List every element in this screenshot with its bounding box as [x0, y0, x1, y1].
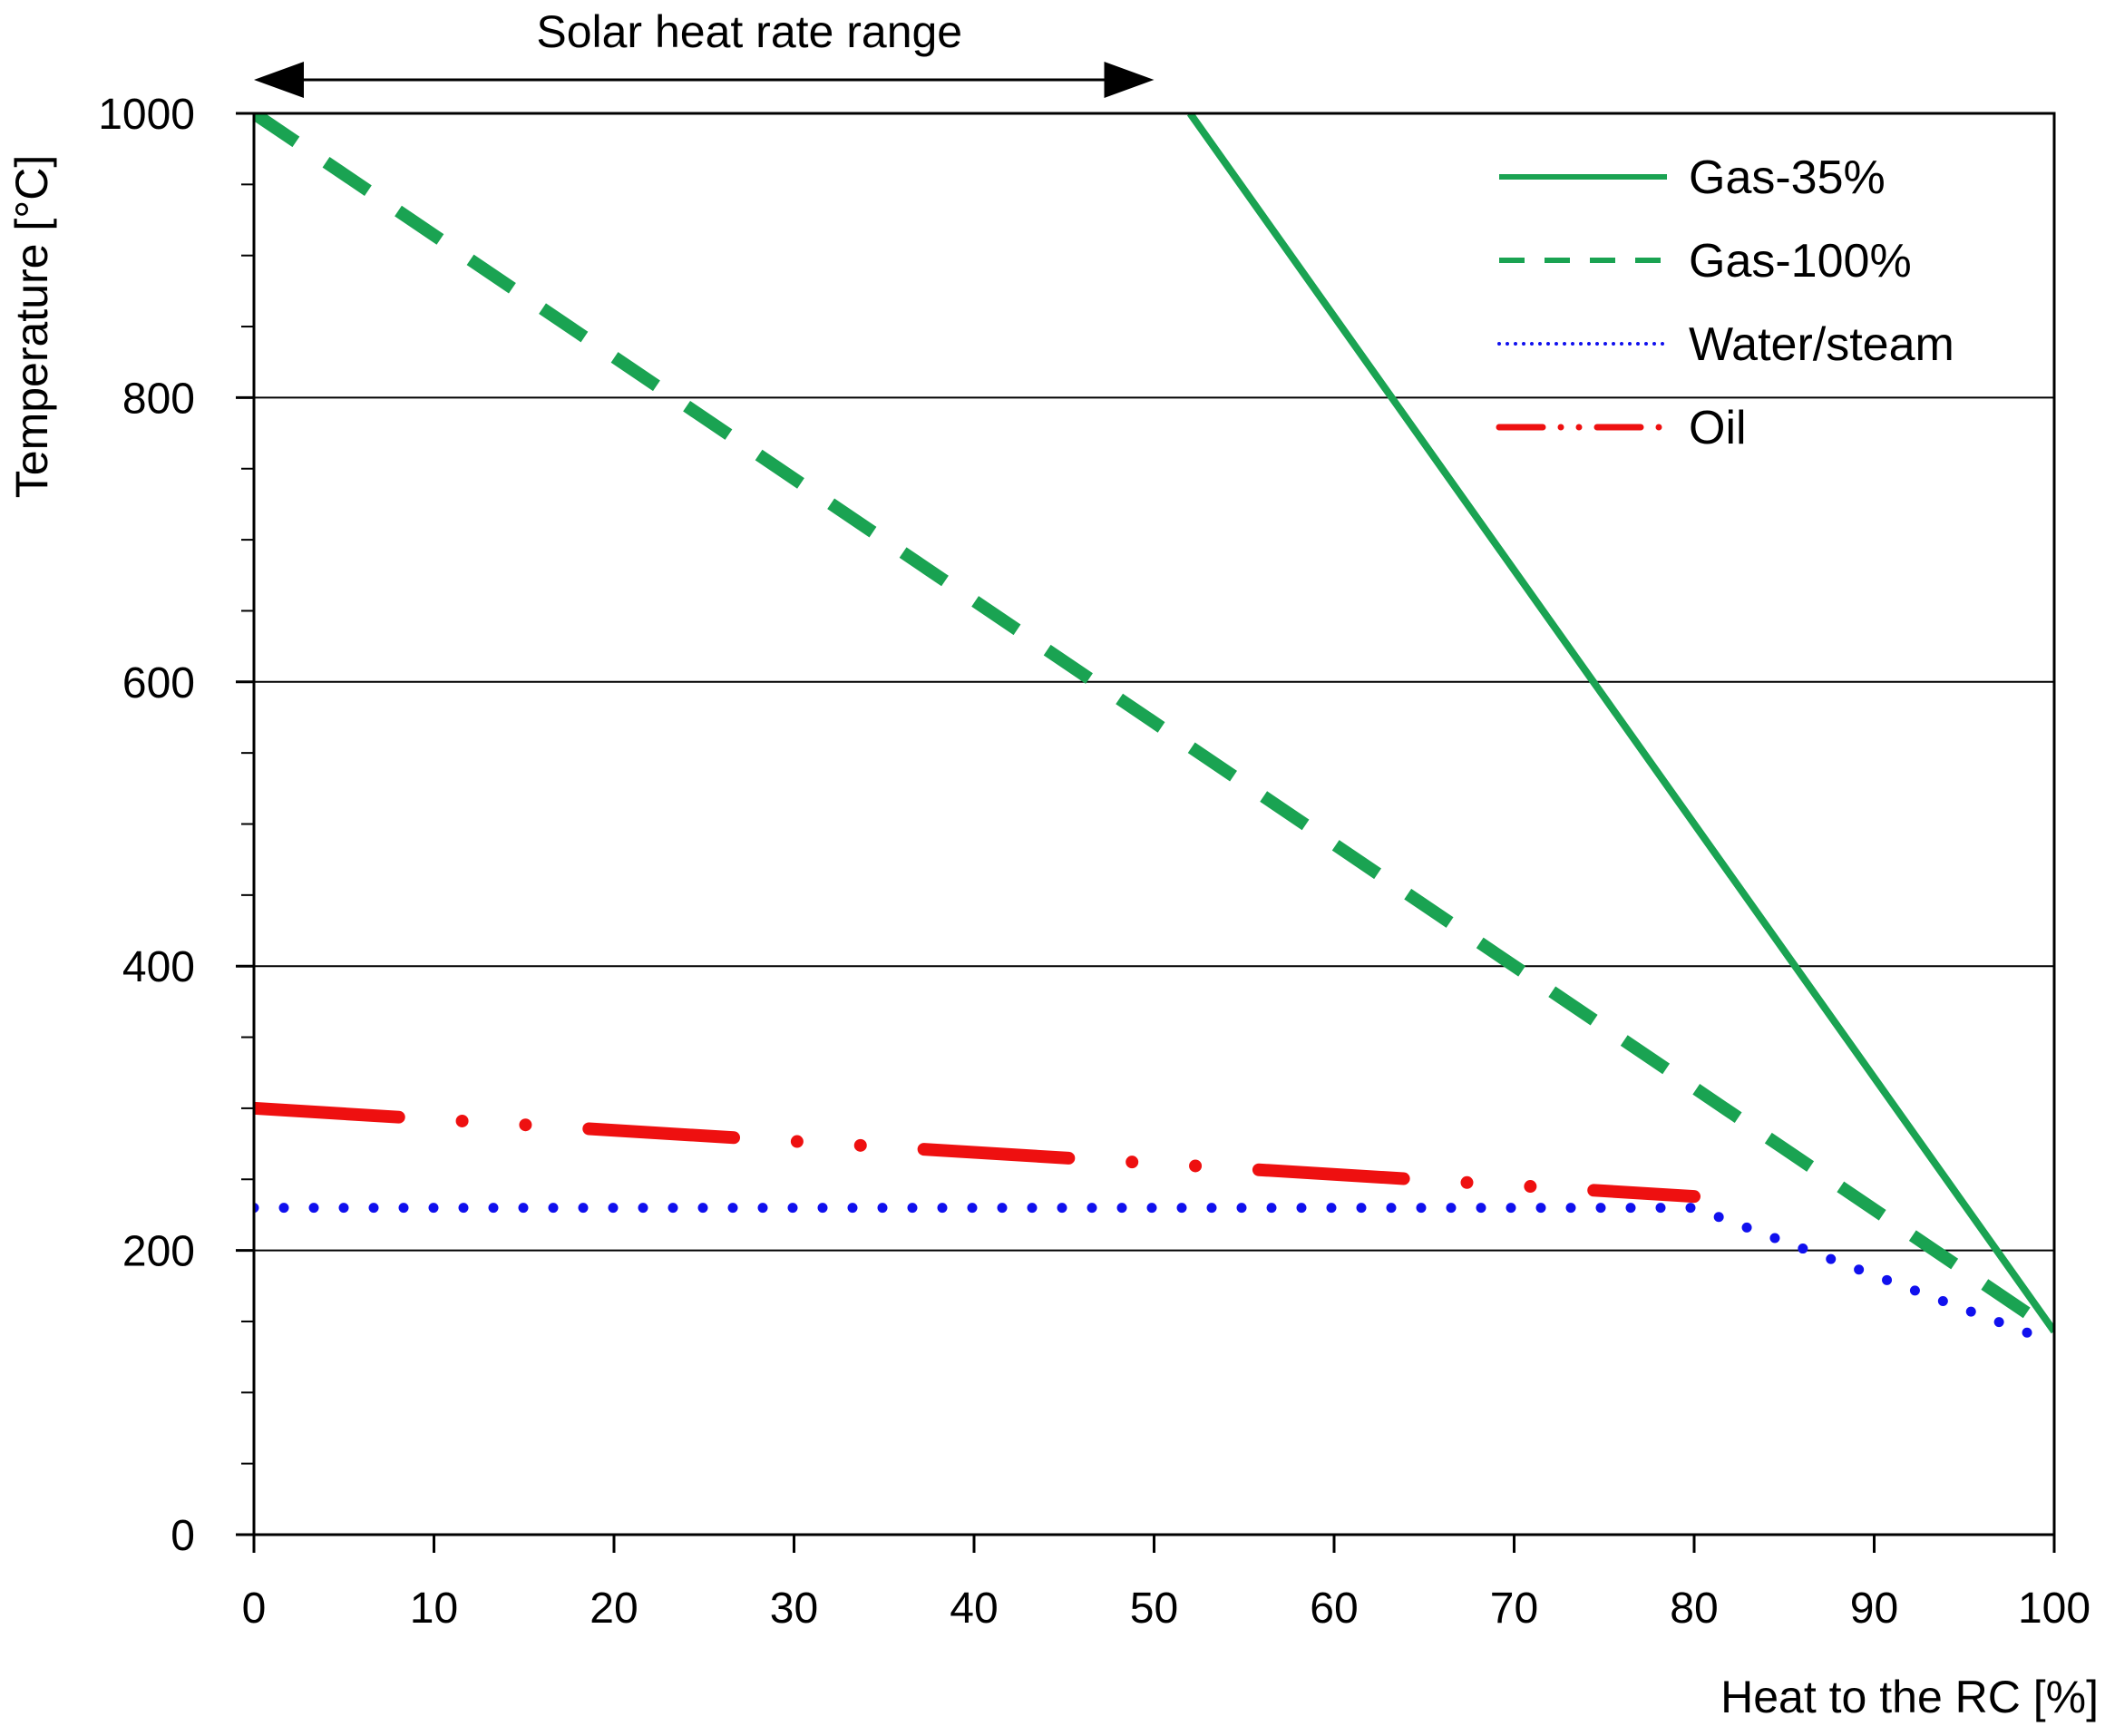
solar-range-arrow-head-right — [1104, 62, 1155, 98]
x-axis: 0 10 20 30 40 50 60 70 80 90 100 — [242, 1535, 2090, 1633]
x-tick-label-40: 40 — [950, 1585, 998, 1633]
solar-range-arrow-head-left — [254, 62, 304, 98]
legend-label-0: Gas-35% — [1689, 151, 1886, 204]
gridlines — [254, 396, 2054, 1252]
x-tick-label-100: 100 — [2018, 1585, 2090, 1633]
series-line-0 — [1186, 113, 2054, 1334]
y-tick-label-0: 0 — [171, 1512, 195, 1560]
x-tick-label-20: 20 — [590, 1585, 638, 1633]
x-tick-label-10: 10 — [410, 1585, 458, 1633]
y-tick-label-200: 200 — [122, 1228, 195, 1276]
series-line-1 — [254, 113, 2054, 1337]
series-line-2 — [254, 1203, 2054, 1348]
solar-range-annotation: Solar heat rate range — [254, 6, 1155, 98]
legend-label-3: Oil — [1689, 402, 1747, 454]
y-axis: 0 200 400 600 800 1000 — [98, 91, 254, 1560]
x-tick-label-70: 70 — [1490, 1585, 1538, 1633]
y-axis-title: Temperature [°C] — [6, 155, 57, 498]
y-minor-ticks — [241, 183, 254, 1465]
x-tick-label-50: 50 — [1130, 1585, 1178, 1633]
legend-label-2: Water/steam — [1689, 318, 1954, 371]
solar-range-label: Solar heat rate range — [536, 6, 962, 57]
series-lines — [254, 113, 2054, 1348]
y-tick-label-800: 800 — [122, 375, 195, 423]
y-tick-label-400: 400 — [122, 943, 195, 991]
x-tick-label-60: 60 — [1310, 1585, 1358, 1633]
x-tick-label-80: 80 — [1670, 1585, 1718, 1633]
x-tick-label-90: 90 — [1850, 1585, 1898, 1633]
x-tick-label-0: 0 — [242, 1585, 267, 1633]
legend-label-1: Gas-100% — [1689, 235, 1912, 288]
x-axis-title: Heat to the RC [%] — [1720, 1672, 2099, 1722]
y-tick-label-600: 600 — [122, 659, 195, 707]
series-line-3 — [254, 1101, 1701, 1204]
x-tick-label-30: 30 — [770, 1585, 818, 1633]
legend: Gas-35% Gas-100% Water/steam Oil — [1496, 151, 1954, 454]
y-tick-label-1000: 1000 — [98, 91, 195, 139]
